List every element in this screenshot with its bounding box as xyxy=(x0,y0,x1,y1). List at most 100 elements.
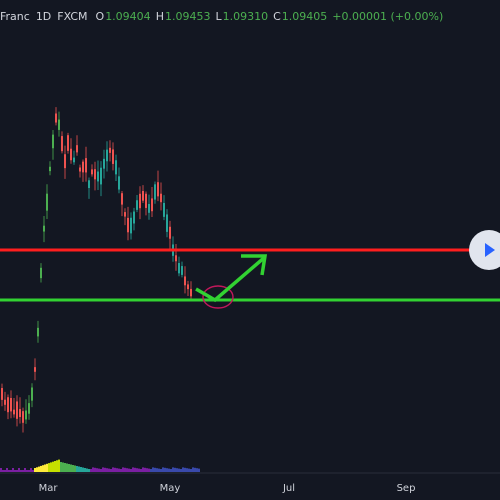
indicator-bar xyxy=(120,469,122,472)
indicator-bar xyxy=(42,465,44,472)
candle-body xyxy=(163,202,165,217)
candle-body xyxy=(127,217,129,233)
indicator-bar xyxy=(18,468,20,472)
indicator-bar xyxy=(36,467,38,472)
symbol-header: Franc 1D FXCM O 1.09404 H 1.09453 L 1.09… xyxy=(0,8,448,24)
indicator-bar xyxy=(58,459,60,472)
indicator-bar xyxy=(20,470,22,472)
timeframe-label[interactable]: 1D xyxy=(35,9,52,23)
indicator-bar xyxy=(4,470,6,472)
candle-body xyxy=(55,113,57,123)
x-tick-label: Mar xyxy=(39,483,59,494)
indicator-bar xyxy=(110,469,112,472)
low-label: L xyxy=(215,9,222,23)
candle-body xyxy=(178,263,180,274)
candle-body xyxy=(10,397,12,412)
indicator-bar xyxy=(98,468,100,472)
candle-body xyxy=(145,193,147,208)
indicator-bar xyxy=(8,470,10,472)
candles-group xyxy=(1,107,192,433)
indicator-bar xyxy=(146,468,148,472)
candle-body xyxy=(148,203,150,213)
candle-body xyxy=(166,214,168,232)
candle-body xyxy=(91,169,93,175)
candle-body xyxy=(13,409,15,415)
close-value: 1.09405 xyxy=(281,9,328,23)
candle-body xyxy=(142,191,144,201)
replay-play-button[interactable] xyxy=(469,230,500,270)
candle-body xyxy=(106,149,108,162)
candle-body xyxy=(19,409,21,417)
candle-body xyxy=(40,267,42,279)
indicator-bar xyxy=(144,467,146,472)
candle-body xyxy=(184,276,186,286)
candle-body xyxy=(61,136,63,152)
indicator-bar xyxy=(166,468,168,472)
indicator-bar xyxy=(180,469,182,472)
candle-body xyxy=(85,158,87,173)
indicator-bar xyxy=(66,463,68,472)
indicator-bar xyxy=(10,470,12,472)
indicator-bar xyxy=(188,468,190,472)
indicator-bar xyxy=(72,465,74,472)
indicator-bar xyxy=(56,460,58,472)
candle-body xyxy=(25,410,27,420)
candle-body xyxy=(7,397,9,413)
indicator-bar xyxy=(60,462,62,472)
indicator-bar xyxy=(198,468,200,472)
indicator-bar xyxy=(190,469,192,472)
indicator-bar xyxy=(46,463,48,472)
candle-body xyxy=(115,160,117,175)
candle-body xyxy=(22,411,24,423)
high-label: H xyxy=(155,9,164,23)
candle-body xyxy=(64,154,66,169)
indicator-bar xyxy=(172,467,174,472)
candle-body xyxy=(46,193,48,211)
indicator-bar xyxy=(142,467,144,472)
indicator-bar xyxy=(156,468,158,472)
indicator-bar xyxy=(68,464,70,472)
trend-arrow[interactable] xyxy=(195,254,268,303)
candle-body xyxy=(100,167,102,185)
indicator-bar xyxy=(160,469,162,472)
indicator-bar xyxy=(22,470,24,472)
candle-body xyxy=(151,198,153,212)
candle-body xyxy=(37,327,39,337)
indicator-bar xyxy=(192,467,194,472)
x-tick-label: Sep xyxy=(397,483,416,494)
indicator-bar xyxy=(90,469,92,472)
symbol-name[interactable]: Franc xyxy=(0,9,30,23)
indicator-bar xyxy=(34,468,36,472)
candle-body xyxy=(109,147,111,153)
indicator-bar xyxy=(126,468,128,472)
indicator-bar xyxy=(92,467,94,472)
indicator-bar xyxy=(178,468,180,472)
candle-body xyxy=(133,211,135,224)
indicator-bar xyxy=(86,468,88,472)
indicator-bar xyxy=(38,466,40,472)
candle-body xyxy=(136,200,138,210)
indicator-bar xyxy=(128,468,130,472)
indicator-bar xyxy=(76,466,78,472)
highlight-ellipse xyxy=(202,285,234,309)
indicator-bar xyxy=(52,461,54,472)
indicator-bar xyxy=(40,465,42,472)
exchange-label: FXCM xyxy=(57,9,88,23)
candle-body xyxy=(187,284,189,290)
candle-body xyxy=(169,226,171,239)
candle-body xyxy=(49,166,51,172)
indicator-bar xyxy=(2,470,4,472)
candle-body xyxy=(175,255,177,262)
candle-body xyxy=(82,161,84,173)
indicator-bar xyxy=(94,467,96,472)
indicator-bar xyxy=(184,467,186,472)
candle-body xyxy=(154,184,156,200)
indicator-bar xyxy=(152,467,154,472)
indicator-bar xyxy=(24,468,26,472)
candle-body xyxy=(94,169,96,180)
indicator-bar xyxy=(14,470,16,472)
indicator-bar xyxy=(96,468,98,472)
candle-body xyxy=(43,225,45,232)
